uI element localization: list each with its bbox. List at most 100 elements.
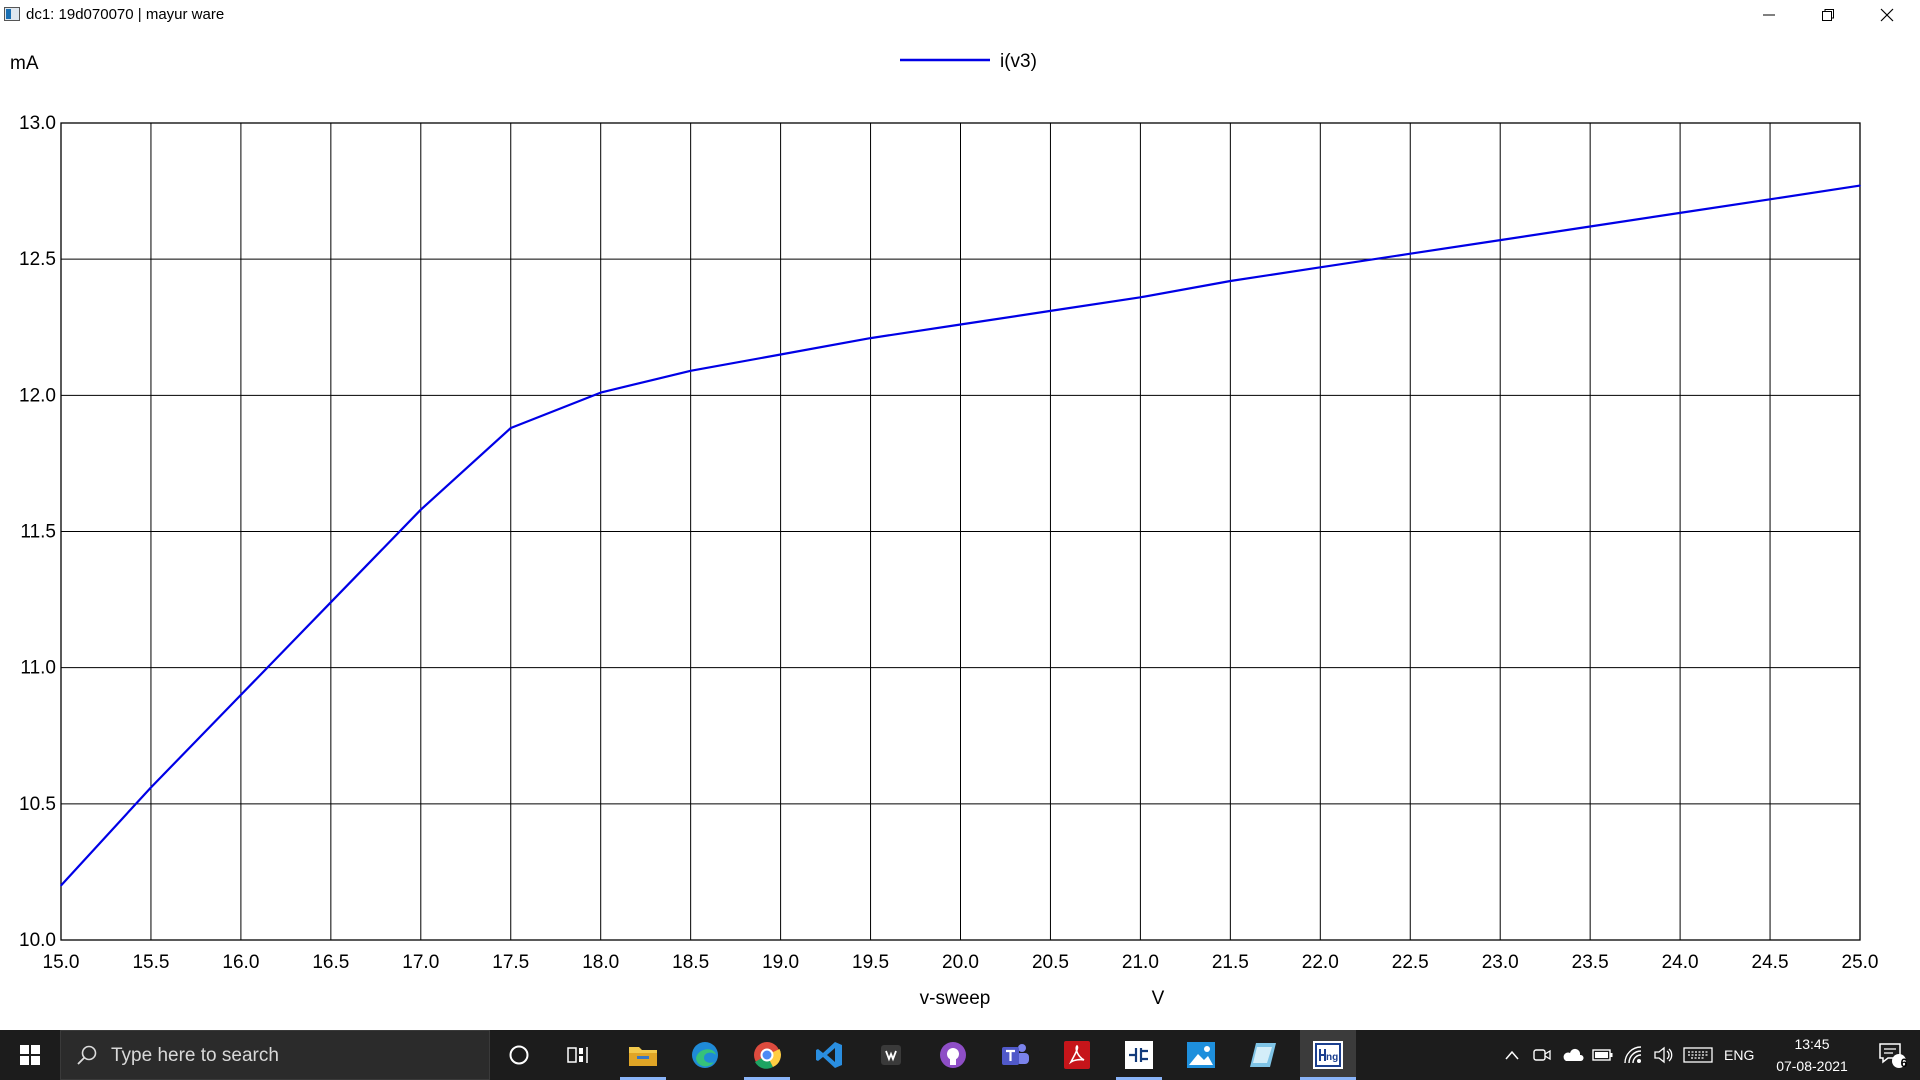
data-point <box>869 337 872 339</box>
y-tick-label: 12.0 <box>19 385 56 406</box>
touch-keyboard-tray-button[interactable] <box>1680 1030 1716 1080</box>
acrobat-button[interactable] <box>1052 1030 1102 1080</box>
app-window-icon <box>4 7 20 21</box>
meet-now-tray-button[interactable] <box>1528 1030 1556 1080</box>
photos-icon <box>1187 1042 1215 1068</box>
data-point <box>1499 239 1501 241</box>
start-button[interactable] <box>0 1030 60 1080</box>
acrobat-icon <box>1064 1041 1090 1069</box>
clock-date: 07-08-2021 <box>1776 1058 1848 1074</box>
clock-time: 13:45 <box>1794 1036 1830 1052</box>
data-point <box>779 353 782 356</box>
search-icon <box>77 1045 97 1065</box>
data-point <box>1589 225 1591 228</box>
task-view-button[interactable] <box>554 1030 604 1080</box>
onedrive-tray-button[interactable] <box>1558 1030 1588 1080</box>
x-tick-label: 22.5 <box>1392 952 1429 973</box>
vscode-button[interactable] <box>804 1030 854 1080</box>
y-tick-label: 13.0 <box>19 113 56 134</box>
x-tick-label: 24.0 <box>1662 952 1699 973</box>
cortana-button[interactable] <box>494 1030 544 1080</box>
language-indicator[interactable]: ENG <box>1724 1047 1755 1063</box>
data-point <box>1769 198 1771 201</box>
close-button[interactable] <box>1858 0 1916 30</box>
x-tick-label: 18.5 <box>672 952 709 973</box>
chrome-icon <box>754 1042 781 1069</box>
action-center-button[interactable]: 6 <box>1864 1030 1920 1080</box>
pinned-app-button[interactable] <box>866 1030 916 1080</box>
close-icon <box>1880 8 1894 22</box>
app-icon <box>881 1045 901 1065</box>
svg-text:ng: ng <box>1326 1052 1338 1063</box>
schematic-app-button[interactable] <box>1114 1030 1164 1080</box>
wifi-tray-button[interactable] <box>1618 1030 1648 1080</box>
notification-count-badge: 6 <box>1900 1056 1908 1070</box>
x-tick-label: 18.0 <box>582 952 619 973</box>
editor-button[interactable] <box>1238 1030 1288 1080</box>
taskbar-search-box[interactable]: Type here to search <box>60 1030 490 1080</box>
x-tick-label: 20.0 <box>942 952 979 973</box>
y-tick-label: 10.5 <box>19 794 56 815</box>
y-tick-label: 11.0 <box>20 658 56 679</box>
data-point <box>60 884 62 887</box>
teams-button[interactable] <box>990 1030 1040 1080</box>
data-point <box>1229 280 1232 282</box>
data-point <box>1679 212 1681 214</box>
teams-icon <box>1002 1044 1029 1065</box>
github-desktop-icon <box>940 1042 966 1068</box>
taskbar: Type here to search <box>0 1030 1920 1080</box>
file-explorer-icon <box>629 1047 657 1066</box>
wifi-icon <box>1624 1046 1642 1064</box>
ngspice-button[interactable]: ng <box>1300 1030 1356 1080</box>
restore-icon <box>1822 9 1834 21</box>
photos-button[interactable] <box>1176 1030 1226 1080</box>
data-point <box>150 786 152 789</box>
schematic-app-running-indicator <box>1116 1077 1162 1080</box>
chrome-button[interactable] <box>742 1030 792 1080</box>
meet-now-icon <box>1533 1049 1551 1061</box>
cortana-icon <box>509 1045 529 1065</box>
x-tick-label: 25.0 <box>1842 952 1879 973</box>
ngspice-icon: ng <box>1313 1041 1343 1069</box>
windows-logo-icon <box>20 1045 40 1065</box>
x-tick-label: 19.0 <box>762 952 799 973</box>
chrome-running-indicator <box>744 1077 790 1080</box>
data-point <box>1319 266 1322 269</box>
chevron-up-icon <box>1505 1050 1519 1060</box>
vscode-icon <box>816 1042 842 1068</box>
file-explorer-button[interactable] <box>618 1030 668 1080</box>
x-tick-label: 15.0 <box>43 952 80 973</box>
y-axis-unit-label: mA <box>10 53 39 74</box>
data-point <box>1139 296 1142 299</box>
data-point <box>509 427 512 429</box>
github-desktop-button[interactable] <box>928 1030 978 1080</box>
x-tick-label: 21.5 <box>1212 952 1249 973</box>
onedrive-cloud-icon <box>1563 1048 1584 1061</box>
notification-icon <box>1879 1043 1906 1068</box>
x-tick-label: 23.5 <box>1572 952 1609 973</box>
data-point <box>330 601 332 604</box>
restore-button[interactable] <box>1799 0 1857 30</box>
x-tick-label: 17.0 <box>402 952 439 973</box>
legend: i(v3) <box>900 51 1037 72</box>
data-point <box>240 694 242 696</box>
y-tick-label: 12.5 <box>19 249 56 270</box>
grid <box>60 122 1861 941</box>
x-tick-label: 22.0 <box>1302 952 1339 973</box>
x-axis-label: v-sweep <box>920 988 991 1009</box>
data-point <box>1409 252 1412 255</box>
search-placeholder: Type here to search <box>111 1045 279 1066</box>
x-tick-label: 21.0 <box>1122 952 1159 973</box>
volume-tray-button[interactable] <box>1648 1030 1678 1080</box>
x-tick-label: 15.5 <box>132 952 169 973</box>
file-explorer-running-indicator <box>620 1077 666 1080</box>
minimize-button[interactable] <box>1740 0 1798 30</box>
show-hidden-icons-button[interactable] <box>1500 1030 1524 1080</box>
axis-ticks: 15.0 15.5 16.0 16.5 17.0 17.5 18.0 18.5 19.0 19.5… <box>19 113 1878 973</box>
keyboard-icon <box>1683 1047 1713 1063</box>
clock[interactable]: 13:45 07-08-2021 <box>1760 1030 1864 1080</box>
edge-button[interactable] <box>680 1030 730 1080</box>
battery-tray-button[interactable] <box>1588 1030 1618 1080</box>
window-title: dc1: 19d070070 | mayur ware <box>26 6 225 23</box>
data-point <box>959 323 962 326</box>
